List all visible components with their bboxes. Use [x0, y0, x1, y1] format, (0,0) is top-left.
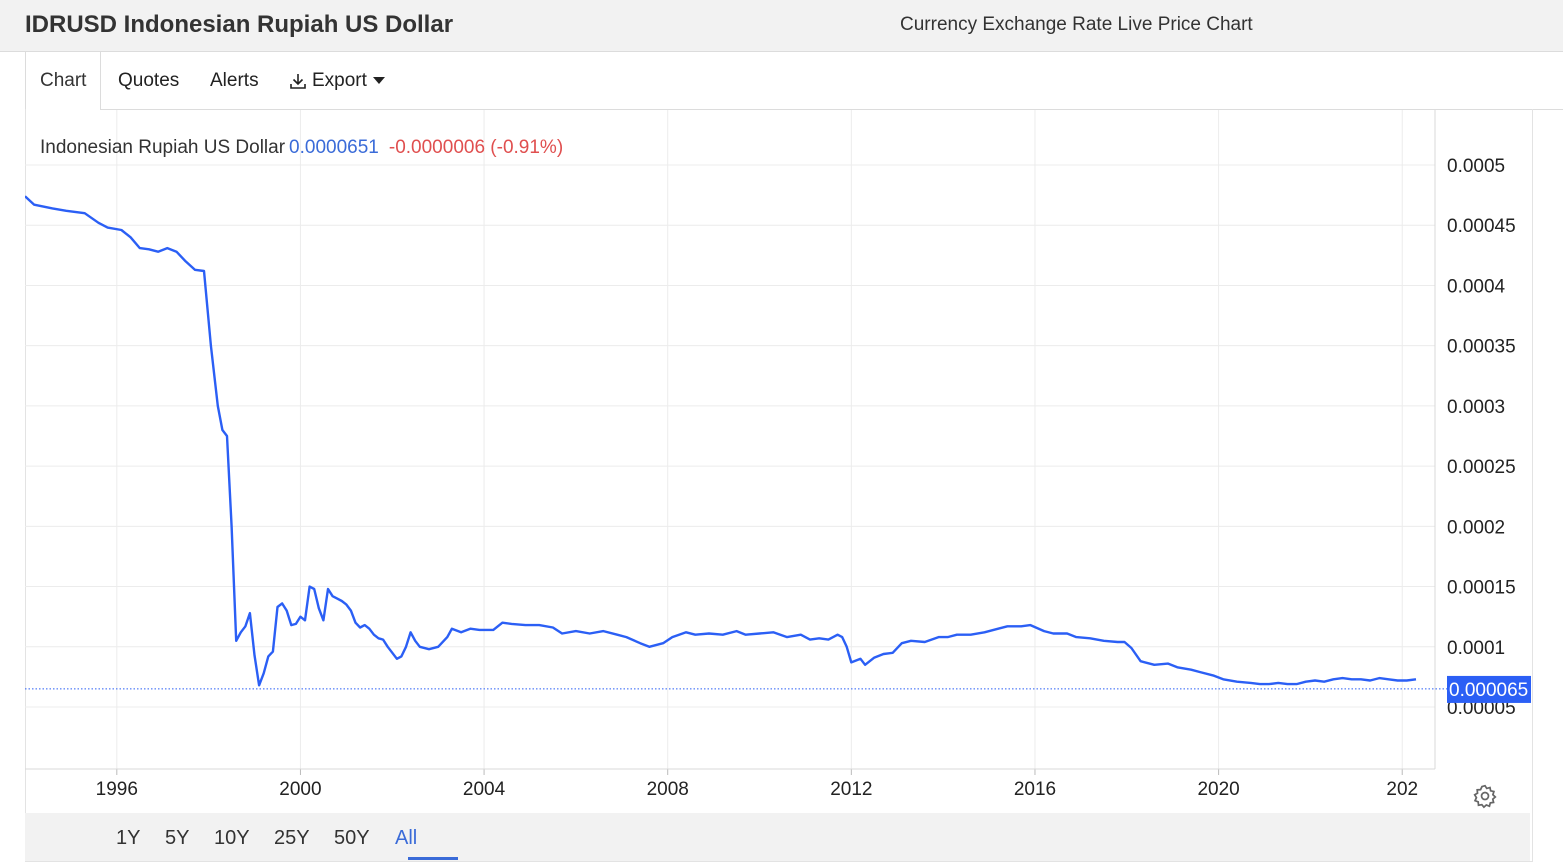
range-selector: 1Y 5Y 10Y 25Y 50Y All — [25, 813, 1530, 861]
x-tick-label: 2004 — [463, 779, 506, 800]
tab-chart-label: Chart — [40, 70, 87, 91]
x-tick-label: 2000 — [279, 779, 321, 800]
range-5y[interactable]: 5Y — [165, 827, 190, 849]
x-tick-label: 202 — [1386, 779, 1418, 800]
tab-bar: Chart Quotes Alerts Export — [25, 52, 1563, 110]
y-tick-label: 0.0003 — [1447, 397, 1505, 418]
x-tick-label: 2012 — [830, 779, 872, 800]
x-tick-label: 1996 — [96, 779, 138, 800]
range-all[interactable]: All — [395, 827, 418, 849]
gear-icon[interactable] — [1472, 783, 1498, 809]
legend-value: 0.0000651 — [289, 137, 379, 158]
tab-alerts[interactable]: Alerts — [210, 52, 259, 109]
legend-change: -0.0000006 (-0.91%) — [388, 137, 564, 158]
tab-quotes-label: Quotes — [118, 70, 180, 91]
title-bar: IDRUSD Indonesian Rupiah US Dollar Curre… — [0, 0, 1563, 52]
x-tick-label: 2016 — [1014, 779, 1056, 800]
range-25y[interactable]: 25Y — [274, 827, 310, 849]
x-tick-label: 2020 — [1197, 779, 1239, 800]
range-50y[interactable]: 50Y — [334, 827, 370, 849]
x-tick-label: 2008 — [647, 779, 689, 800]
last-value-label: 0.000065 — [1449, 680, 1528, 701]
active-range-underline — [408, 857, 458, 860]
range-10y[interactable]: 10Y — [214, 827, 250, 849]
tab-alerts-label: Alerts — [210, 70, 259, 91]
y-tick-label: 0.0001 — [1447, 638, 1505, 659]
chart-frame — [25, 109, 1533, 862]
y-tick-label: 0.00015 — [1447, 578, 1516, 599]
y-tick-label: 0.00035 — [1447, 337, 1516, 358]
y-tick-label: 0.0005 — [1447, 156, 1505, 177]
legend-series-name: Indonesian Rupiah US Dollar — [40, 137, 286, 158]
tab-chart[interactable]: Chart — [25, 52, 102, 110]
tab-quotes[interactable]: Quotes — [118, 52, 179, 109]
page-subtitle: Currency Exchange Rate Live Price Chart — [900, 14, 1253, 35]
y-tick-label: 0.0002 — [1447, 517, 1505, 538]
y-tick-label: 0.00025 — [1447, 457, 1516, 478]
y-tick-label: 0.00005 — [1447, 698, 1516, 719]
export-button[interactable]: Export — [288, 52, 385, 109]
caret-down-icon — [372, 77, 385, 85]
export-label: Export — [312, 70, 367, 91]
last-value-badge — [1447, 675, 1531, 703]
y-tick-label: 0.0004 — [1447, 276, 1506, 297]
range-1y[interactable]: 1Y — [116, 827, 141, 849]
page-title: IDRUSD Indonesian Rupiah US Dollar — [25, 11, 454, 38]
series-line — [25, 195, 1417, 687]
y-tick-label: 0.00045 — [1447, 216, 1516, 237]
download-icon — [290, 73, 306, 89]
chart-legend: Indonesian Rupiah US Dollar 0.0000651 -0.0… — [40, 137, 563, 159]
